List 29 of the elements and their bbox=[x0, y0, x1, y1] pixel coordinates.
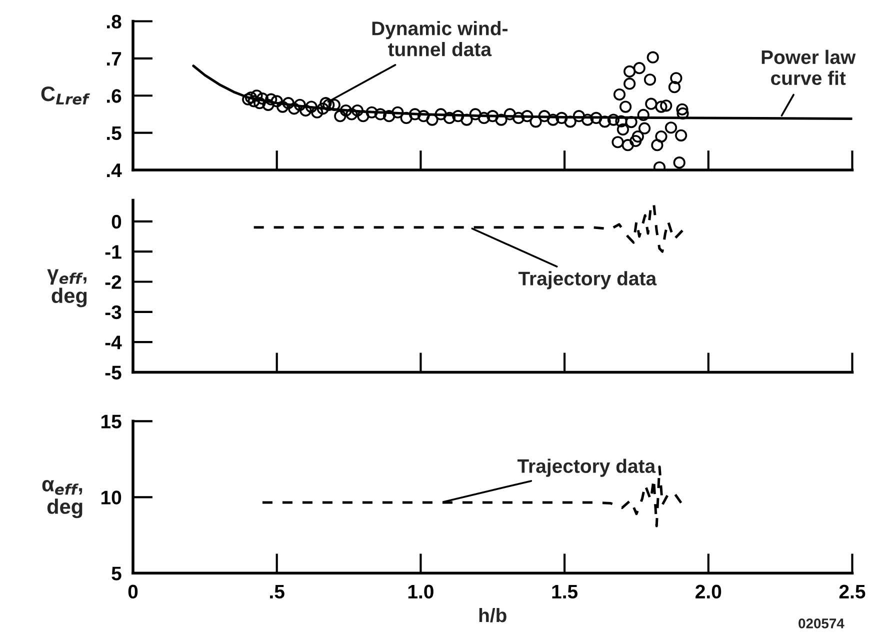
y-tick-label: -1 bbox=[105, 245, 122, 259]
y-axis-title: γ$_{eff}$, deg bbox=[47, 269, 87, 308]
y-tick-label: .7 bbox=[106, 52, 122, 66]
x-tick-label: 2.5 bbox=[839, 584, 866, 599]
text: 020574 bbox=[798, 618, 844, 628]
x-tick-label: .5 bbox=[270, 584, 284, 599]
annotation: Trajectory data bbox=[517, 458, 656, 477]
x-tick-label: 0 bbox=[128, 584, 138, 599]
y-tick-label: .6 bbox=[106, 89, 122, 103]
y-tick-label: -5 bbox=[105, 366, 122, 380]
annotation: Dynamic wind- tunnel data bbox=[372, 21, 508, 56]
y-tick-label: 0 bbox=[112, 214, 122, 229]
y-tick-label: 10 bbox=[101, 490, 122, 504]
y-axis-title: C$_{Lref}$ bbox=[41, 86, 90, 105]
y-tick-label: .4 bbox=[106, 164, 122, 178]
y-tick-label: 15 bbox=[101, 414, 122, 428]
x-axis-title: h/b bbox=[479, 608, 506, 622]
y-tick-label: .8 bbox=[106, 14, 122, 28]
y-tick-label: -3 bbox=[105, 305, 122, 320]
y-tick-label: -4 bbox=[105, 336, 122, 350]
y-tick-label: -2 bbox=[105, 275, 122, 289]
x-tick-label: 1.5 bbox=[552, 584, 578, 599]
y-axis-title: α$_{eff}$, deg bbox=[42, 480, 82, 518]
y-tick-label: .5 bbox=[106, 126, 122, 140]
annotation: Power law curve fit bbox=[762, 50, 856, 86]
annotation: Trajectory data bbox=[518, 271, 657, 290]
y-tick-label: 5 bbox=[112, 566, 122, 580]
x-tick-label: 1.0 bbox=[408, 584, 434, 599]
x-tick-label: 2.0 bbox=[696, 584, 722, 599]
